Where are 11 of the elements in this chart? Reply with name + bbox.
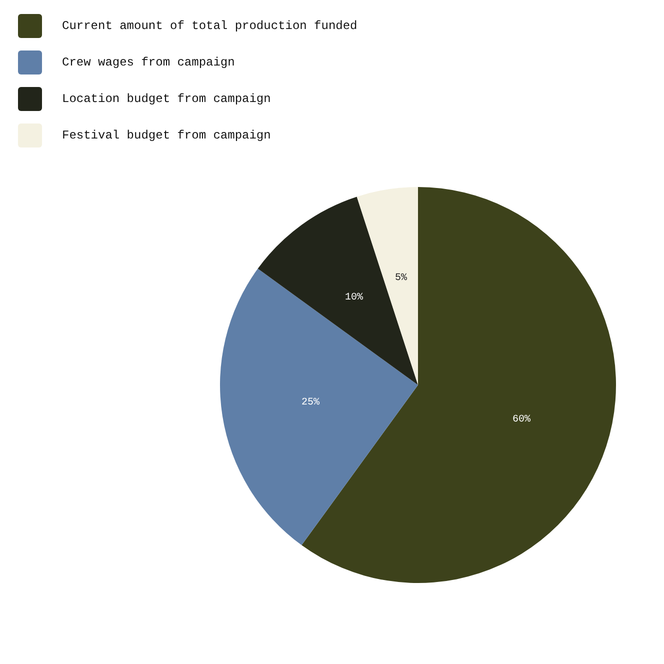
data-label: 25% — [301, 398, 320, 409]
pie-slice — [258, 196, 418, 385]
pie-slice — [302, 187, 616, 583]
legend-label: Crew wages from campaign — [62, 56, 235, 70]
data-label: 60% — [512, 414, 531, 426]
legend-label: Location budget from campaign — [62, 92, 271, 106]
data-label: 10% — [344, 292, 363, 304]
legend-label: Current amount of total production funded — [62, 19, 358, 34]
legend-label: Festival budget from campaign — [62, 128, 271, 143]
data-label: 5% — [394, 273, 407, 284]
pie-slice — [220, 268, 418, 546]
